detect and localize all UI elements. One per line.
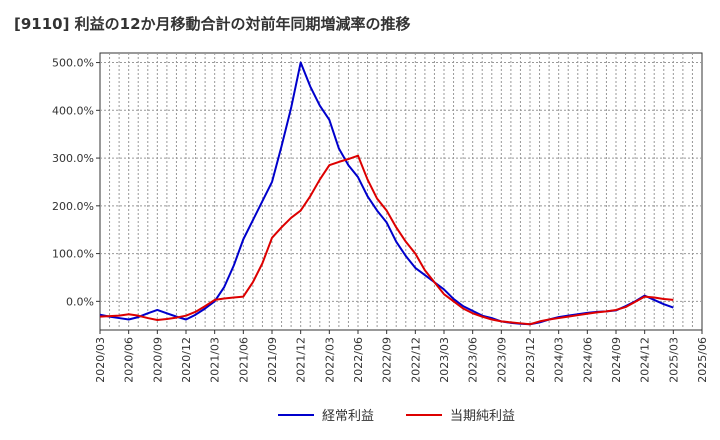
y-tick-label: 400.0% xyxy=(52,104,94,117)
x-tick-label: 2022/03 xyxy=(323,337,336,383)
x-tick-label: 2021/03 xyxy=(209,337,222,383)
series-layer xyxy=(99,61,674,326)
x-tick-label: 2020/03 xyxy=(94,337,107,383)
x-tick-label: 2024/03 xyxy=(553,337,566,383)
y-tick-label: 0.0% xyxy=(66,295,94,308)
x-tick-label: 2025/06 xyxy=(696,337,709,383)
y-tick-label: 200.0% xyxy=(52,200,94,213)
x-tick-label: 2021/06 xyxy=(237,337,250,383)
y-axis: 0.0% 100.0% 200.0% 300.0% 400.0% 500.0% xyxy=(52,57,100,308)
x-tick-label: 2023/06 xyxy=(467,337,480,383)
x-tick-label: 2023/03 xyxy=(438,337,451,383)
x-tick-label: 2020/09 xyxy=(151,337,164,383)
y-tick-label: 500.0% xyxy=(52,57,94,70)
x-tick-label: 2022/12 xyxy=(409,337,422,383)
x-tick-label: 2022/09 xyxy=(381,337,394,383)
x-tick-label: 2024/12 xyxy=(639,337,652,383)
chart-title: [9110] 利益の12か月移動合計の対前年同期増減率の推移 xyxy=(14,15,411,33)
y-tick-label: 300.0% xyxy=(52,152,94,165)
grid-layer xyxy=(100,53,702,330)
x-tick-label: 2021/09 xyxy=(266,337,279,383)
x-tick-label: 2023/12 xyxy=(524,337,537,383)
x-tick-label: 2020/06 xyxy=(123,337,136,383)
x-tick-label: 2025/03 xyxy=(667,337,680,383)
legend-label-1: 経常利益 xyxy=(322,409,374,424)
x-tick-label: 2023/09 xyxy=(495,337,508,383)
x-tick-label: 2024/09 xyxy=(610,337,623,383)
x-tick-label: 2021/12 xyxy=(295,337,308,383)
y-tick-label: 100.0% xyxy=(52,248,94,261)
x-tick-label: 2022/06 xyxy=(352,337,365,383)
x-tick-label: 2020/12 xyxy=(180,337,193,383)
legend: 経常利益 当期純利益 xyxy=(278,409,515,424)
series-line-2 xyxy=(99,154,674,326)
x-tick-label: 2024/06 xyxy=(581,337,594,383)
x-axis: 2020/03 2020/06 2020/09 2020/12 2021/03 2021/… xyxy=(94,330,709,383)
plot-area xyxy=(99,52,703,331)
legend-label-2: 当期純利益 xyxy=(450,409,515,424)
